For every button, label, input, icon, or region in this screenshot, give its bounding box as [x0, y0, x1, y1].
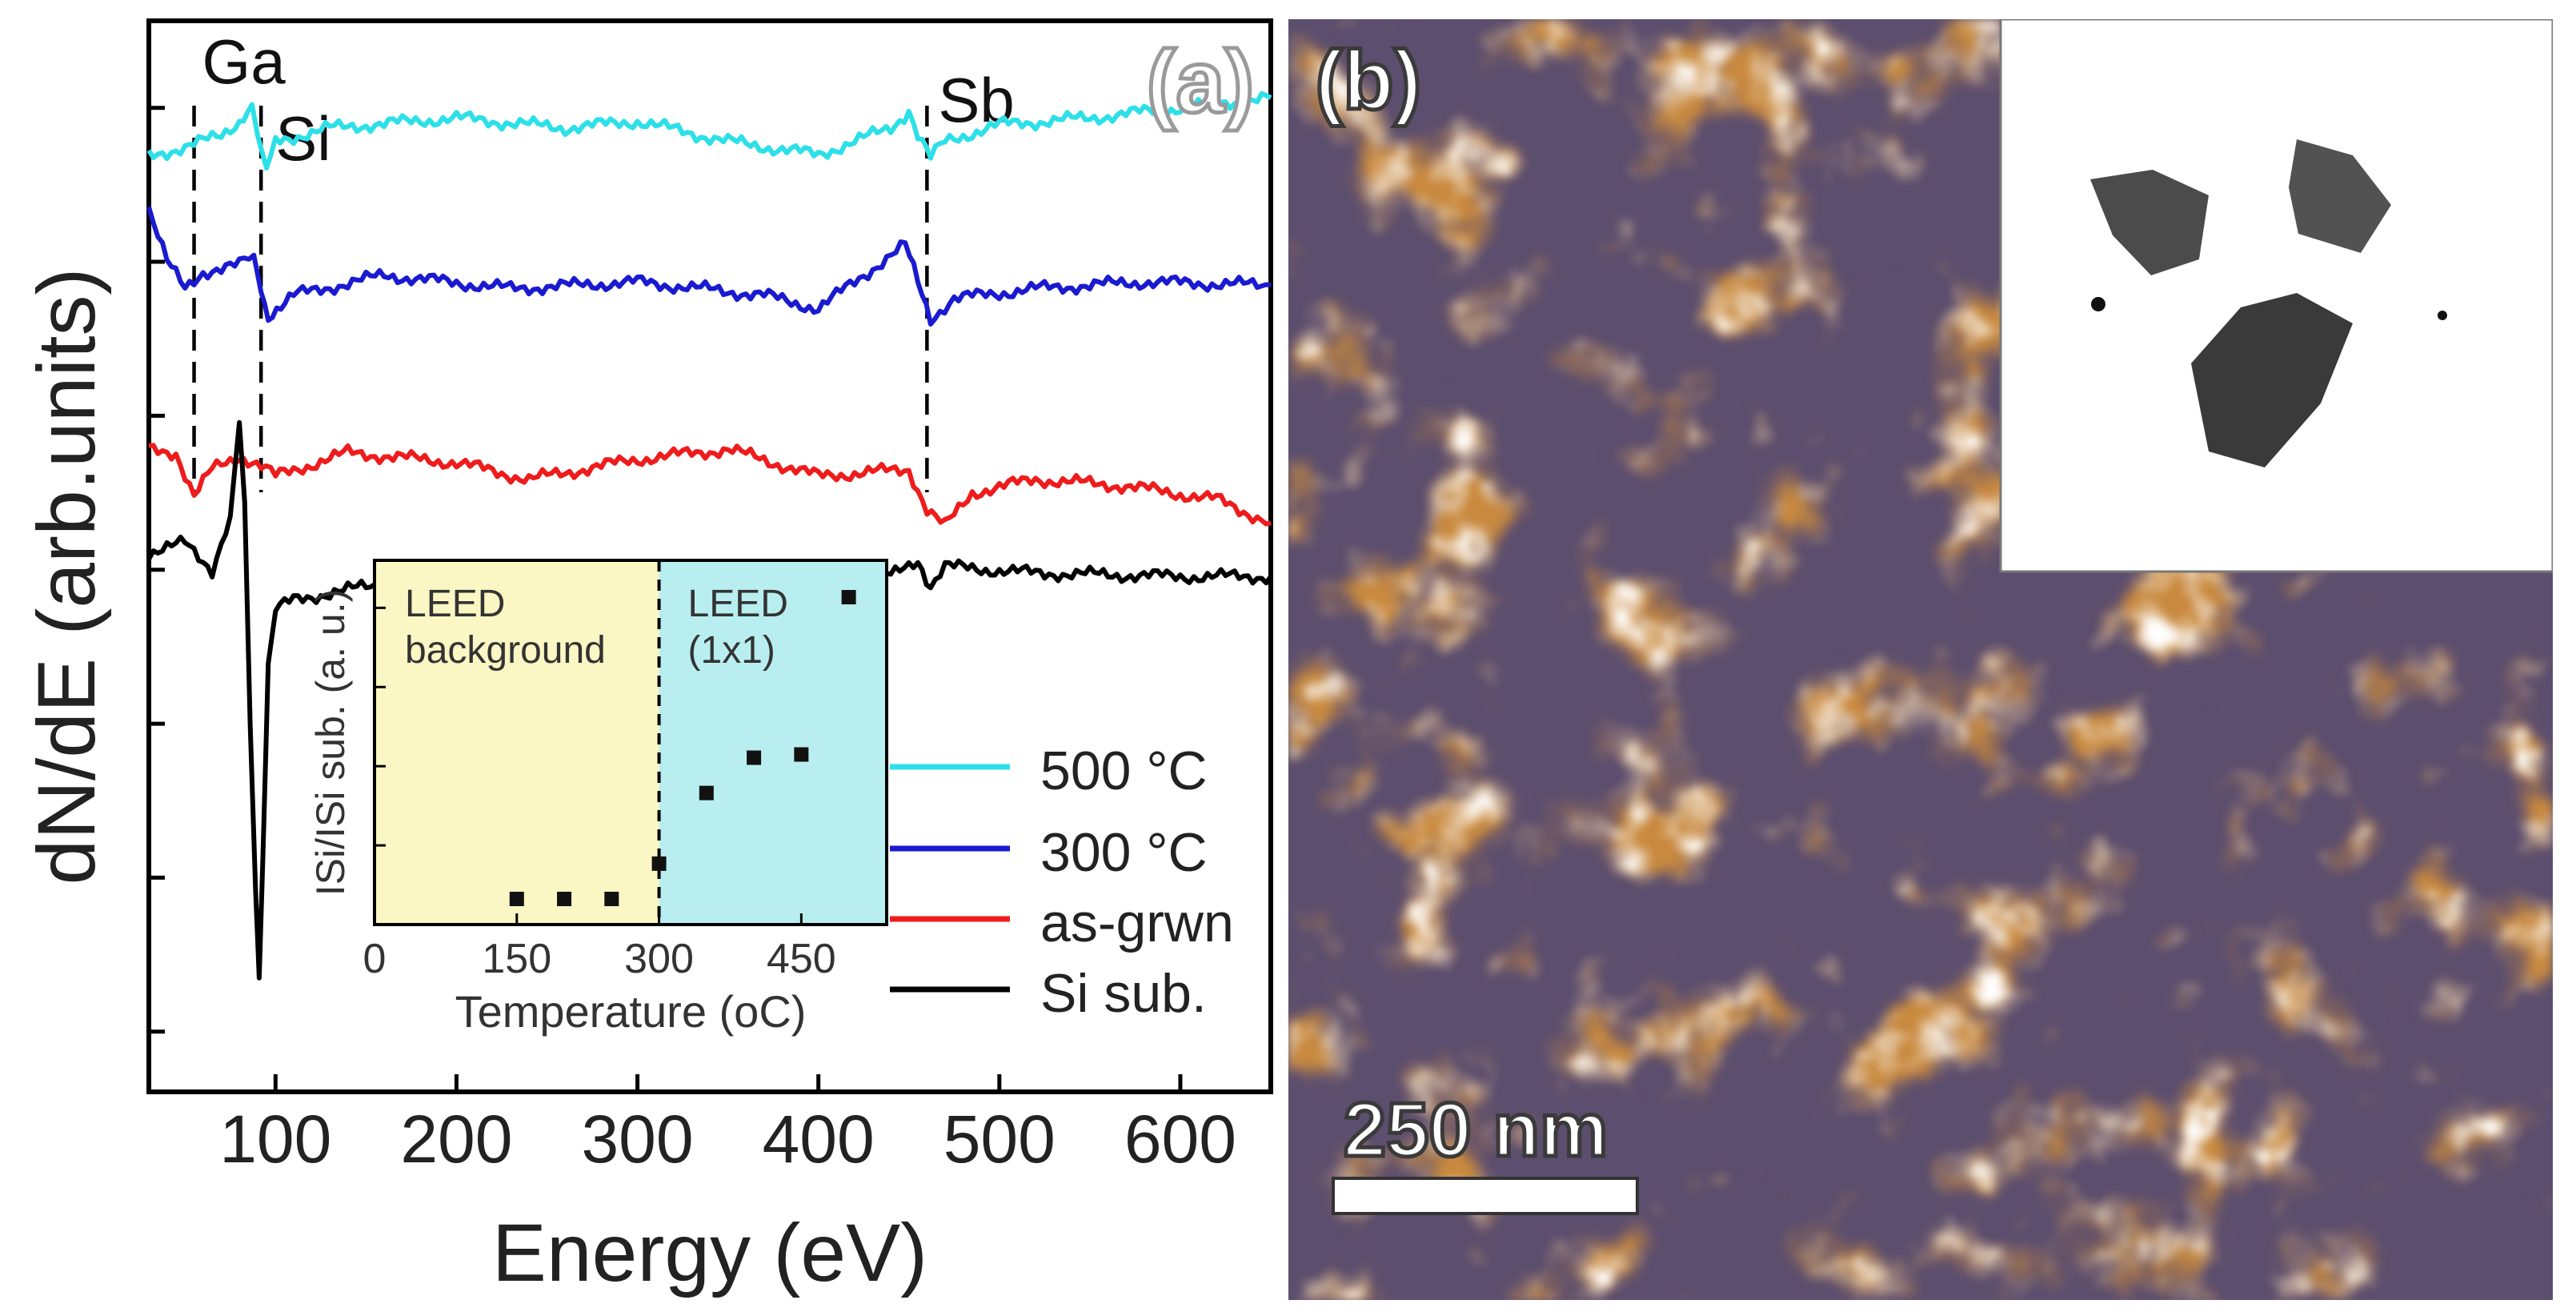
leed-spot-right: [2289, 139, 2391, 253]
inset-point: [604, 892, 619, 906]
inset-point: [747, 750, 762, 765]
inset-point: [699, 785, 714, 800]
x-tick-label: 200: [400, 1101, 512, 1177]
inset-y-axis: [375, 606, 386, 926]
inset-x-tick-label: 150: [482, 936, 551, 982]
inset-point: [557, 892, 572, 906]
legend: 500 °C 300 °C as-grwn Si sub.: [890, 740, 1234, 1024]
leed-spot-small-right: [2438, 311, 2447, 320]
afm-panel-b: (b) 250 nm: [1288, 19, 2553, 1300]
leed-spot-bottom: [2191, 293, 2353, 467]
panel-a-label: (a): [1147, 33, 1254, 131]
leed-pattern-inset: [1999, 19, 2553, 573]
inset-x-tick-label: 300: [624, 936, 694, 982]
x-tick-label: 400: [763, 1101, 875, 1177]
inset-chart: LEED background LEED (1x1) 0 150 300 450 Temp…: [308, 559, 888, 1037]
inset-y-axis-title: ISi/ISi sub. (a. u.): [308, 589, 353, 896]
inset-point: [509, 892, 524, 906]
inset-region-label-left: LEED background: [405, 583, 606, 672]
inset-x-axis-title: Temperature (oC): [455, 986, 807, 1037]
x-axis: 100 200 300 400 500 600: [219, 1074, 1236, 1177]
inset-x-tick-label: 0: [363, 936, 387, 982]
inset-x-axis: 0 150 300 450: [363, 913, 836, 982]
legend-label: 300 °C: [1040, 822, 1208, 883]
inset-x-tick-label: 450: [767, 936, 836, 982]
inset-points: [509, 590, 856, 906]
panel-b-label: (b): [1316, 34, 1422, 127]
y-axis: [149, 106, 165, 1034]
inset-point: [651, 856, 667, 871]
x-tick-label: 300: [581, 1101, 693, 1177]
inset-point: [794, 747, 809, 762]
scale-bar-label: 250 nm: [1344, 1087, 1608, 1173]
series-line-2: [148, 443, 1272, 527]
inset-point: [841, 590, 856, 604]
legend-label: as-grwn: [1040, 893, 1234, 953]
x-axis-title: Energy (eV): [492, 1207, 927, 1298]
leed-spot-small-left: [2091, 297, 2105, 311]
scale-bar: [1332, 1177, 1639, 1215]
legend-label: Si sub.: [1040, 963, 1207, 1024]
x-tick-label: 100: [219, 1101, 331, 1177]
y-axis-title: dN/dE (arb.units): [21, 268, 112, 885]
leed-spot-left: [2090, 170, 2209, 275]
series-line-1: [146, 206, 1272, 327]
inset-region-leed-background: [375, 560, 659, 925]
x-tick-label: 600: [1124, 1101, 1236, 1177]
series-line-0: [146, 90, 1272, 171]
inset-frame: [373, 559, 888, 926]
inset-region-label-right: LEED (1x1): [688, 583, 788, 672]
marker-label-ga: Ga: [202, 26, 286, 97]
legend-label: 500 °C: [1040, 740, 1208, 801]
marker-label-sb: Sb: [938, 65, 1014, 135]
inset-region-leed-1x1: [659, 560, 887, 925]
x-tick-label: 500: [943, 1101, 1056, 1177]
